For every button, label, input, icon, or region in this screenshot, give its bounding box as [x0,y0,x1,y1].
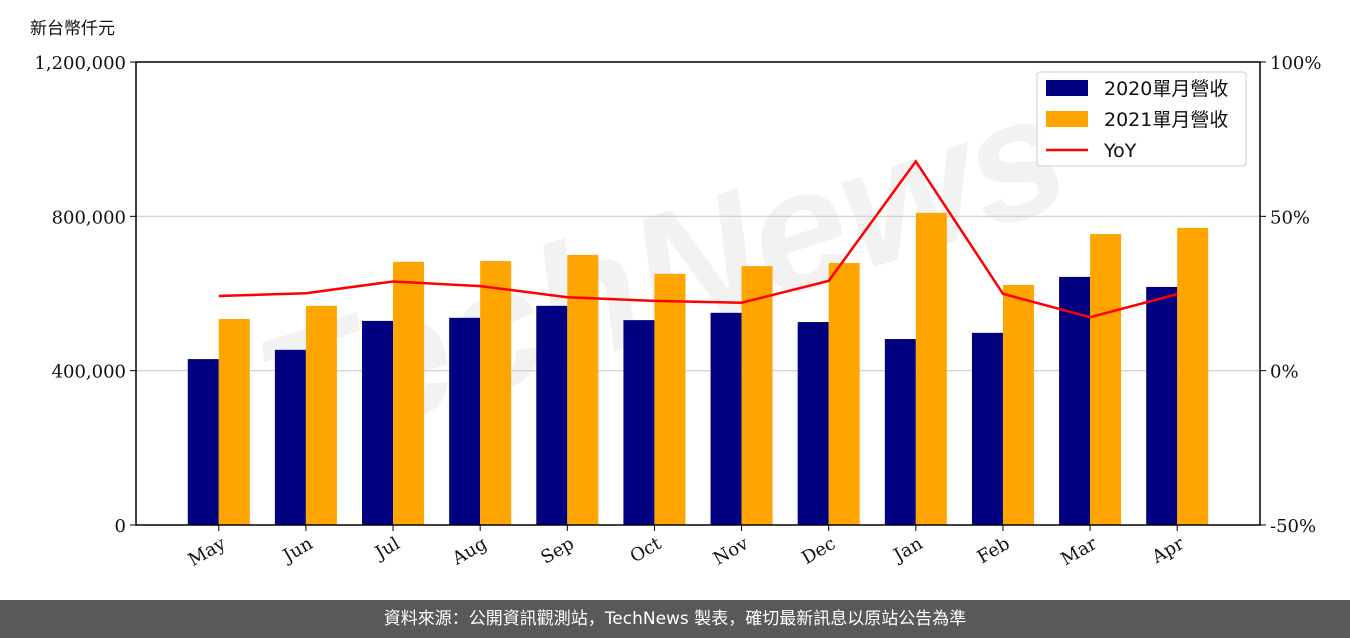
source-footer: 資料來源：公開資訊觀測站，TechNews 製表，確切最新訊息以原站公告為準 [0,600,1350,638]
bar-2020-aug [449,317,481,525]
x-tick-label: Oct [627,533,666,568]
yoy-line [218,159,1178,319]
y-right-tick-label: 50% [1270,207,1310,228]
bar-2021-mar [1090,234,1122,525]
bar-2020-nov [710,312,742,525]
y-axis-unit-label: 新台幣仟元 [30,19,115,39]
y-left-tick-label: 0 [115,516,126,537]
bar-2020-oct [623,320,655,525]
y-left-tick-label: 1,200,000 [34,53,126,74]
bar-2020-sep [536,305,568,525]
legend-label: YoY [1103,140,1137,162]
legend-label: 2021單月營收 [1104,109,1228,131]
y-right-tick-label: -50% [1270,516,1316,537]
x-tick-label: May [185,533,230,571]
x-tick-label: Mar [1057,533,1101,570]
bar-2021-nov [741,266,773,525]
bar-2021-jul [393,261,425,525]
y-left-tick-label: 800,000 [52,207,126,228]
x-tick-label: Jul [370,533,404,565]
plot-frame [135,61,1261,526]
bar-2021-feb [1002,285,1034,525]
bar-2021-jun [305,305,337,525]
bar-2021-dec [828,263,860,525]
legend-swatch [1046,111,1088,127]
y-right-tick-label: 0% [1270,362,1299,383]
x-tick-label: Feb [974,533,1014,568]
y-right-tick-label: 100% [1270,53,1321,74]
bar-2021-aug [480,261,512,525]
x-tick-label: Nov [710,533,753,570]
x-tick-label: Apr [1148,533,1188,568]
bar-2021-may [218,318,250,525]
bar-2021-apr [1177,227,1209,526]
x-tick-label: Jun [278,533,317,568]
combo-chart: TechNews0400,000800,0001,200,000-50%0%50… [34,53,1321,571]
legend-swatch [1046,80,1088,96]
bar-2020-jan [884,339,916,525]
x-tick-label: Aug [448,533,491,570]
legend-box [1036,71,1247,167]
y-left-tick-label: 400,000 [52,362,126,383]
bar-2020-jun [274,349,306,525]
bar-2021-sep [567,254,599,525]
bar-2021-oct [654,273,686,525]
bar-2020-may [187,359,219,525]
bar-2020-feb [971,332,1003,525]
legend-label: 2020單月營收 [1104,78,1228,100]
x-tick-label: Sep [537,533,577,568]
bar-2020-jul [362,320,394,525]
bar-2021-jan [915,212,947,525]
bar-2020-dec [797,322,829,525]
x-tick-label: Jan [889,533,927,567]
bar-2020-mar [1059,276,1091,525]
x-tick-label: Dec [798,533,839,569]
bar-2020-apr [1146,286,1178,525]
